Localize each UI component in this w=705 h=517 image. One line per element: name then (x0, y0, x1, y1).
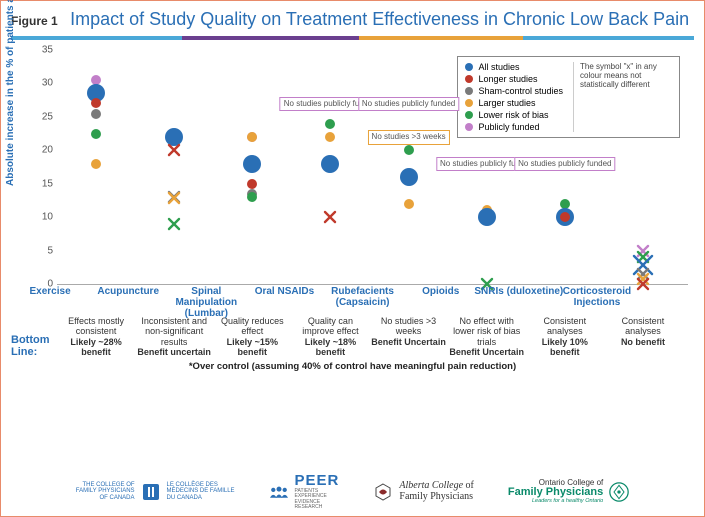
peer-icon (269, 482, 289, 502)
legend-label: Lower risk of bias (478, 110, 548, 120)
category-label: Corticosteroid Injections (552, 286, 642, 308)
legend-label: Sham-control studies (478, 86, 563, 96)
y-tick: 5 (33, 245, 53, 256)
data-point (323, 117, 337, 131)
y-tick: 35 (33, 45, 53, 56)
category-label: Opioids (396, 286, 486, 297)
data-point (89, 157, 103, 171)
data-point (402, 143, 416, 157)
bottom-line-cell: Quality reduces effectLikely ~15% benefi… (213, 316, 291, 357)
data-point (402, 197, 416, 211)
data-point (167, 143, 181, 157)
data-point (476, 206, 498, 228)
cfpc-icon (141, 482, 161, 502)
data-point (319, 153, 341, 175)
y-tick: 20 (33, 145, 53, 156)
chart-annotation: No studies publicly funded (358, 97, 459, 111)
y-axis-label: Absolute increase in the % of patients a… (5, 0, 16, 186)
data-point (245, 130, 259, 144)
logo-acfp: Alberta College ofFamily Physicians (373, 481, 473, 502)
logo-peer: PEERPATIENTSEXPERIENCEEVIDENCERESEARCH (269, 473, 340, 510)
data-point (241, 153, 263, 175)
ocfp-icon (609, 482, 629, 502)
legend-entry: Lower risk of bias (465, 110, 563, 120)
logo-cfpc: THE COLLEGE OFFAMILY PHYSICIANSOF CANADA… (76, 482, 235, 502)
legend-entry: Publicly funded (465, 122, 563, 132)
data-point (89, 107, 103, 121)
legend-swatch (465, 123, 473, 131)
figure-frame: Figure 1 Impact of Study Quality on Trea… (0, 0, 705, 517)
data-point (167, 191, 181, 205)
bottom-line-cell: Inconsistent and non-significant results… (135, 316, 213, 357)
category-label: Spinal Manipulation (Lumbar) (161, 286, 251, 319)
bottom-line-cell: No effect with lower risk of bias trials… (448, 316, 526, 357)
data-point (245, 190, 259, 204)
legend-entries: All studies Longer studies Sham-control st… (465, 62, 563, 132)
y-tick: 25 (33, 111, 53, 122)
legend-entry: Sham-control studies (465, 86, 563, 96)
legend-entry: All studies (465, 62, 563, 72)
bottom-line-cell: Quality can improve effectLikely ~18% be… (291, 316, 369, 357)
acfp-icon (373, 482, 393, 502)
legend-swatch (465, 99, 473, 107)
data-point (167, 217, 181, 231)
legend-swatch (465, 111, 473, 119)
logo-ocfp: Ontario College ofFamily PhysiciansLeade… (508, 479, 629, 505)
category-label: Acupuncture (83, 286, 173, 297)
chart-area: Absolute increase in the % of patients a… (11, 46, 694, 326)
plot-region: All studies Longer studies Sham-control st… (57, 50, 688, 285)
bottom-line-cell: Consistent analysesNo benefit (604, 316, 682, 347)
y-tick: 15 (33, 178, 53, 189)
header-stripe (11, 36, 694, 40)
y-tick: 30 (33, 78, 53, 89)
category-label: Oral NSAIDs (239, 286, 329, 297)
logo-row: THE COLLEGE OFFAMILY PHYSICIANSOF CANADA… (1, 473, 704, 510)
category-label: Rubefacients (Capsaicin) (318, 286, 408, 308)
legend-label: Publicly funded (478, 122, 539, 132)
legend-swatch (465, 87, 473, 95)
legend-box: All studies Longer studies Sham-control st… (457, 56, 680, 138)
y-tick: 10 (33, 212, 53, 223)
legend-note: The symbol "x" in any colour means not s… (573, 62, 672, 132)
data-point (398, 166, 420, 188)
data-point (558, 210, 572, 224)
figure-number: Figure 1 (11, 14, 58, 28)
category-label: Exercise (5, 286, 95, 297)
bottom-line-cell: Effects mostly consistentLikely ~28% ben… (57, 316, 135, 357)
data-point (89, 127, 103, 141)
figure-header: Figure 1 Impact of Study Quality on Trea… (11, 9, 694, 30)
category-label: SNRIs (duloxetine) (474, 286, 564, 297)
footnote: *Over control (assuming 40% of control h… (1, 361, 704, 372)
legend-label: All studies (478, 62, 519, 72)
chart-annotation: No studies publicly funded (514, 157, 615, 171)
legend-label: Larger studies (478, 98, 535, 108)
bottom-line-cell: Consistent analysesLikely 10% benefit (526, 316, 604, 357)
legend-swatch (465, 63, 473, 71)
data-point (323, 130, 337, 144)
bottom-line-cell: No studies >3 weeksBenefit Uncertain (370, 316, 448, 347)
legend-entry: Larger studies (465, 98, 563, 108)
data-point (323, 210, 337, 224)
legend-label: Longer studies (478, 74, 537, 84)
legend-entry: Longer studies (465, 74, 563, 84)
figure-title: Impact of Study Quality on Treatment Eff… (70, 9, 689, 30)
legend-swatch (465, 75, 473, 83)
bottom-line-title: Bottom Line: (11, 334, 57, 358)
